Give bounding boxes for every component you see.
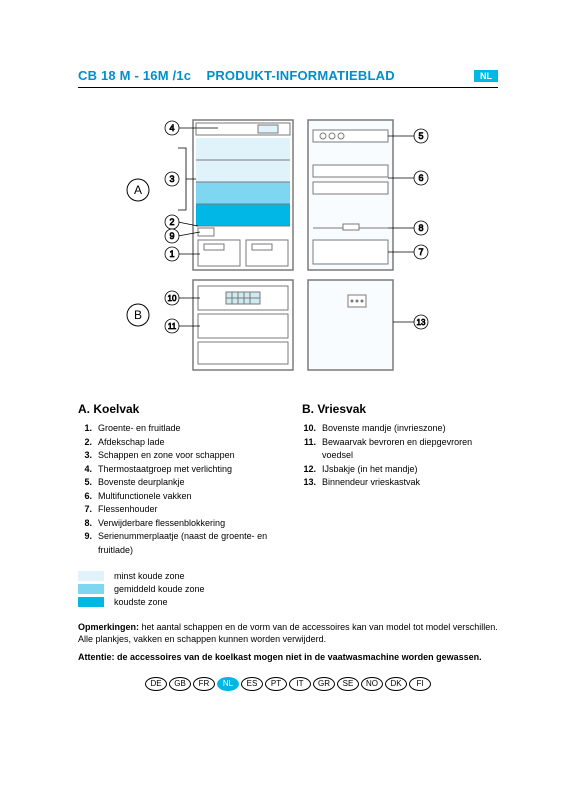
lang-pill-nl[interactable]: NL: [217, 677, 239, 691]
list-item: 4.Thermostaatgroep met verlichting: [78, 463, 274, 477]
title-text: PRODUKT-INFORMATIEBLAD: [206, 68, 394, 83]
svg-text:7: 7: [418, 247, 423, 257]
zone-swatch: [78, 597, 104, 607]
svg-text:10: 10: [168, 294, 177, 303]
zone-row: minst koude zone: [78, 571, 498, 581]
list-item: 9.Serienummerplaatje (naast de groente- …: [78, 530, 274, 557]
column-a: A. Koelvak 1.Groente- en fruitlade 2.Afd…: [78, 402, 274, 557]
notes: Opmerkingen: het aantal schappen en de v…: [78, 621, 498, 663]
column-a-heading: A. Koelvak: [78, 402, 274, 416]
lang-pill-it[interactable]: IT: [289, 677, 311, 691]
svg-text:3: 3: [169, 174, 174, 184]
lang-pill-fi[interactable]: FI: [409, 677, 431, 691]
svg-text:2: 2: [169, 217, 174, 227]
list-item: 8.Verwijderbare flessenblokkering: [78, 517, 274, 531]
callouts-right: 5 6 8 7 13: [388, 129, 428, 329]
svg-text:11: 11: [168, 322, 177, 331]
list-item: 3.Schappen en zone voor schappen: [78, 449, 274, 463]
column-a-items: 1.Groente- en fruitlade 2.Afdekschap lad…: [78, 422, 274, 557]
lang-pill-fr[interactable]: FR: [193, 677, 215, 691]
fridge-diagram: A B 4 3 2 9 1: [78, 110, 498, 380]
lang-pill-gr[interactable]: GR: [313, 677, 335, 691]
lang-pill-se[interactable]: SE: [337, 677, 359, 691]
list-item: 1.Groente- en fruitlade: [78, 422, 274, 436]
zone-label: gemiddeld koude zone: [114, 584, 205, 594]
column-b: B. Vriesvak 10.Bovenste mandje (invriesz…: [302, 402, 498, 557]
svg-text:A: A: [134, 183, 142, 197]
zone-label: minst koude zone: [114, 571, 185, 581]
model-code: CB 18 M - 16M /1c: [78, 68, 191, 83]
header-row: CB 18 M - 16M /1c PRODUKT-INFORMATIEBLAD…: [78, 68, 498, 83]
lang-pill-no[interactable]: NO: [361, 677, 383, 691]
zone-label: koudste zone: [114, 597, 168, 607]
list-item: 10.Bovenste mandje (invrieszone): [302, 422, 498, 436]
legend-lists: A. Koelvak 1.Groente- en fruitlade 2.Afd…: [78, 402, 498, 557]
title-rule: [78, 87, 498, 88]
svg-text:1: 1: [169, 249, 174, 259]
lang-pill-dk[interactable]: DK: [385, 677, 407, 691]
list-item: 11.Bewaarvak bevroren en diepgevroren vo…: [302, 436, 498, 463]
svg-text:13: 13: [417, 318, 426, 327]
section-label-b: B: [127, 304, 149, 326]
svg-text:9: 9: [169, 231, 174, 241]
list-item: 6.Multifunctionele vakken: [78, 490, 274, 504]
door-b: [308, 280, 393, 370]
zone-row: koudste zone: [78, 597, 498, 607]
language-row: DE GB FR NL ES PT IT GR SE NO DK FI: [78, 677, 498, 691]
lang-pill-es[interactable]: ES: [241, 677, 263, 691]
list-item: 2.Afdekschap lade: [78, 436, 274, 450]
compartment-b: [193, 280, 293, 370]
note-2: Attentie: de accessoires van de koelkast…: [78, 651, 498, 663]
zone-row: gemiddeld koude zone: [78, 584, 498, 594]
zone-legend: minst koude zone gemiddeld koude zone ko…: [78, 571, 498, 607]
lang-pill-gb[interactable]: GB: [169, 677, 191, 691]
compartment-a: [193, 120, 293, 270]
svg-text:8: 8: [418, 223, 423, 233]
page-title: CB 18 M - 16M /1c PRODUKT-INFORMATIEBLAD: [78, 68, 395, 83]
column-b-heading: B. Vriesvak: [302, 402, 498, 416]
svg-text:5: 5: [418, 131, 423, 141]
note-1: Opmerkingen: het aantal schappen en de v…: [78, 621, 498, 645]
list-item: 7.Flessenhouder: [78, 503, 274, 517]
door-a: [308, 120, 393, 270]
svg-text:4: 4: [169, 123, 174, 133]
zone-swatch: [78, 571, 104, 581]
lang-pill-pt[interactable]: PT: [265, 677, 287, 691]
list-item: 12.IJsbakje (in het mandje): [302, 463, 498, 477]
svg-text:B: B: [134, 308, 142, 322]
section-label-a: A: [127, 179, 149, 201]
list-item: 13.Binnendeur vrieskastvak: [302, 476, 498, 490]
lang-pill-de[interactable]: DE: [145, 677, 167, 691]
list-item: 5.Bovenste deurplankje: [78, 476, 274, 490]
column-b-items: 10.Bovenste mandje (invrieszone) 11.Bewa…: [302, 422, 498, 490]
ice-tray-icon: [226, 292, 260, 304]
svg-text:6: 6: [418, 173, 423, 183]
lang-badge: NL: [474, 70, 498, 82]
diagram-svg: A B 4 3 2 9 1: [118, 110, 458, 380]
zone-swatch: [78, 584, 104, 594]
